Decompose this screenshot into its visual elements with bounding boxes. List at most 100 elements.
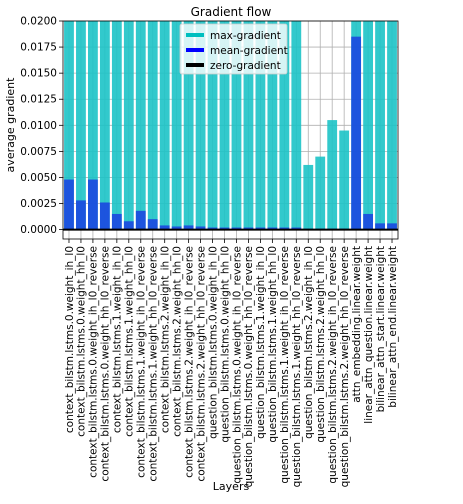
mean-gradient-bar bbox=[243, 227, 254, 230]
x-tick-label: question_bilstm.lstms.2.weight_hh_l0 bbox=[315, 246, 327, 443]
mean-gradient-bar bbox=[111, 213, 122, 230]
mean-gradient-bar bbox=[135, 210, 146, 230]
x-tick-label: context_bilstm.lstms.1.weight_ih_l0 bbox=[112, 246, 124, 433]
x-tick-label: linear_attn_question.linear.weight bbox=[363, 246, 375, 424]
x-tick-label: context_bilstm.lstms.2.weight_ih_l0 bbox=[159, 246, 171, 433]
legend-box bbox=[179, 23, 288, 75]
max-gradient-bar bbox=[207, 21, 218, 230]
y-tick-label: 0.0100 bbox=[20, 120, 57, 132]
mean-gradient-bar bbox=[351, 36, 362, 230]
legend-label: mean-gradient bbox=[210, 45, 288, 57]
max-gradient-bar bbox=[64, 21, 74, 230]
mean-gradient-bar bbox=[159, 225, 170, 230]
x-tick-label: context_bilstm.lstms.0.weight_ih_l0_reve… bbox=[88, 246, 100, 478]
mean-gradient-bar bbox=[183, 225, 194, 230]
chart-title: Gradient flow bbox=[191, 5, 272, 19]
x-tick-label: context_bilstm.lstms.0.weight_ih_l0 bbox=[64, 246, 76, 433]
x-tick-label: context_bilstm.lstms.1.weight_hh_l0 bbox=[124, 246, 136, 437]
max-gradient-bar bbox=[159, 21, 170, 230]
max-gradient-bar bbox=[183, 21, 194, 230]
x-tick-label: context_bilstm.lstms.2.weight_hh_l0_reve… bbox=[195, 246, 207, 482]
x-tick-label: question_bilstm.lstms.1.weight_ih_l0_rev… bbox=[279, 246, 291, 484]
y-axis-label: average gradient bbox=[4, 77, 17, 173]
x-tick-label: context_bilstm.lstms.0.weight_hh_l0 bbox=[76, 246, 88, 437]
mean-gradient-bar bbox=[267, 227, 278, 230]
x-tick-label: question_bilstm.lstms.2.weight_hh_l0_rev… bbox=[339, 246, 351, 487]
x-tick-label: question_bilstm.lstms.0.weight_ih_l0 bbox=[207, 246, 219, 439]
max-gradient-bar bbox=[135, 21, 146, 230]
mean-gradient-bar bbox=[88, 179, 98, 230]
x-tick-label: context_bilstm.lstms.1.weight_ih_l0_reve… bbox=[136, 246, 148, 478]
max-gradient-bar bbox=[387, 21, 397, 230]
mean-gradient-bar bbox=[207, 227, 218, 230]
x-tick-label: question_bilstm.lstms.2.weight_ih_l0 bbox=[303, 246, 315, 439]
mean-gradient-bar bbox=[64, 179, 74, 230]
x-tick-label: question_bilstm.lstms.0.weight_hh_l0 bbox=[219, 246, 231, 443]
max-gradient-bar bbox=[76, 21, 86, 230]
max-gradient-bar bbox=[111, 21, 122, 230]
max-gradient-bar bbox=[363, 21, 373, 230]
max-gradient-bar bbox=[219, 21, 230, 230]
x-tick-label: question_bilstm.lstms.1.weight_ih_l0 bbox=[255, 246, 267, 439]
y-tick-label: 0.0150 bbox=[20, 68, 57, 80]
max-gradient-bar bbox=[267, 21, 278, 230]
mean-gradient-bar bbox=[291, 227, 302, 230]
x-tick-label: question_bilstm.lstms.1.weight_hh_l0 bbox=[267, 246, 279, 443]
max-gradient-bar bbox=[327, 120, 338, 230]
y-tick-label: 0.0025 bbox=[20, 198, 57, 210]
x-tick-label: context_bilstm.lstms.2.weight_ih_l0_reve… bbox=[183, 246, 195, 478]
x-tick-label: attn_embedding.linear.weight bbox=[351, 246, 363, 403]
y-tick-label: 0.0175 bbox=[20, 42, 57, 54]
x-tick-label: bilinear_attn_start.linear.weight bbox=[375, 246, 387, 412]
mean-gradient-bar bbox=[387, 223, 397, 230]
max-gradient-bar bbox=[339, 130, 350, 230]
mean-gradient-bar bbox=[171, 226, 182, 230]
mean-gradient-bar bbox=[279, 227, 290, 230]
mean-gradient-bar bbox=[76, 200, 86, 230]
mean-gradient-bar bbox=[375, 223, 385, 230]
legend-label: zero-gradient bbox=[210, 60, 281, 72]
x-tick-label: question_bilstm.lstms.2.weight_ih_l0_rev… bbox=[327, 246, 339, 484]
max-gradient-bar bbox=[243, 21, 254, 230]
max-gradient-bar bbox=[375, 21, 385, 230]
x-tick-label: question_bilstm.lstms.0.weight_ih_l0_rev… bbox=[231, 246, 243, 484]
plot-frame bbox=[62, 20, 399, 240]
max-gradient-bar bbox=[99, 21, 110, 230]
y-ticks: 0.0000 0.0025 0.0050 0.0075 0.0100 0.0125 0.01… bbox=[20, 16, 63, 236]
y-tick-label: 0.0200 bbox=[20, 16, 57, 28]
mean-gradient-bar bbox=[219, 227, 230, 230]
y-tick-label: 0.0125 bbox=[20, 94, 57, 106]
max-gradient-bar bbox=[231, 21, 242, 230]
x-ticks: context_bilstm.lstms.0.weight_ih_l0 conte… bbox=[64, 239, 399, 487]
mean-gradient-bar bbox=[195, 226, 206, 230]
max-gradient-bar bbox=[255, 21, 266, 230]
legend-label: max-gradient bbox=[210, 30, 281, 42]
max-gradient-bar bbox=[303, 164, 314, 230]
x-tick-label: context_bilstm.lstms.2.weight_hh_l0 bbox=[171, 246, 183, 437]
mean-gradient-bar bbox=[231, 227, 242, 230]
y-tick-label: 0.0075 bbox=[20, 146, 57, 158]
mean-gradient-bar bbox=[255, 227, 266, 230]
max-gradient-bar bbox=[147, 21, 158, 230]
bars bbox=[63, 21, 398, 231]
x-tick-label: question_bilstm.lstms.0.weight_hh_l0_rev… bbox=[243, 246, 255, 487]
max-gradient-bar bbox=[315, 156, 326, 230]
mean-gradient-bar bbox=[99, 202, 110, 230]
x-axis-label: Layers bbox=[213, 480, 250, 493]
x-tick-label: question_bilstm.lstms.1.weight_hh_l0_rev… bbox=[291, 246, 303, 487]
x-tick-label: context_bilstm.lstms.1.weight_hh_l0_reve… bbox=[148, 246, 160, 482]
y-tick-label: 0.0050 bbox=[20, 172, 57, 184]
mean-gradient-bar bbox=[123, 221, 134, 230]
max-gradient-bar bbox=[195, 21, 206, 230]
max-gradient-bar bbox=[123, 21, 134, 230]
legend: max-gradient mean-gradient zero-gradient bbox=[179, 23, 288, 75]
mean-gradient-bar bbox=[147, 219, 158, 230]
max-gradient-bar bbox=[291, 21, 302, 230]
max-gradient-bar bbox=[279, 21, 290, 230]
max-gradient-bar bbox=[88, 21, 98, 230]
axes bbox=[62, 20, 399, 240]
x-tick-label: bilinear_attn_end.linear.weight bbox=[387, 246, 399, 408]
mean-gradient-bar bbox=[363, 213, 373, 230]
